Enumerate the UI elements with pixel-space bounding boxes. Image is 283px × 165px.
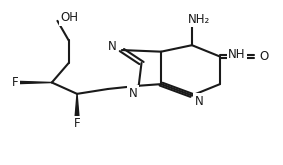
Polygon shape <box>75 94 79 117</box>
Text: OH: OH <box>60 11 78 24</box>
Text: NH: NH <box>228 48 246 61</box>
Text: N: N <box>129 87 138 99</box>
Text: F: F <box>74 117 80 130</box>
Text: F: F <box>12 76 18 89</box>
Text: N: N <box>195 95 203 108</box>
Text: N: N <box>108 39 116 52</box>
Polygon shape <box>18 81 52 84</box>
Text: NH₂: NH₂ <box>188 13 210 26</box>
Text: O: O <box>259 50 269 63</box>
